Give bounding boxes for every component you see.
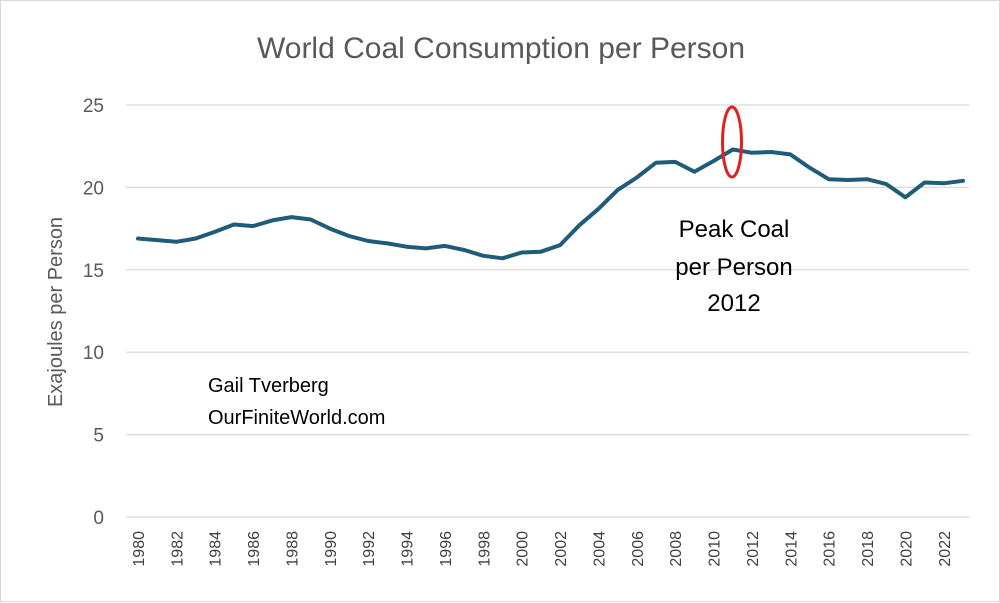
x-tick-label: 2018: [860, 531, 877, 567]
x-tick-label: 1998: [476, 531, 493, 567]
x-tick-label: 2004: [591, 531, 608, 567]
credit-author: Gail Tverberg: [208, 375, 329, 397]
x-tick-label: 1988: [284, 531, 301, 567]
y-tick-label: 5: [93, 426, 104, 447]
x-tick-label: 1996: [438, 531, 455, 567]
y-tick-label: 20: [83, 178, 104, 199]
y-tick-label: 0: [93, 508, 104, 529]
x-tick-label: 2002: [553, 531, 570, 567]
chart-title: World Coal Consumption per Person: [257, 32, 745, 65]
credit-website: OurFiniteWorld.com: [208, 407, 385, 429]
x-tick-label: 2000: [515, 531, 532, 567]
grid-lines: [126, 104, 969, 518]
x-tick-label: 1990: [323, 531, 340, 567]
peak-annotation-line-1: Peak Coal: [679, 216, 790, 243]
x-tick-label: 1986: [246, 531, 263, 567]
peak-marker-ellipse: [721, 105, 743, 179]
x-tick-label: 2020: [898, 531, 915, 567]
x-tick-label: 2014: [783, 531, 800, 567]
peak-annotation-line-3: 2012: [707, 290, 760, 317]
y-tick-label: 25: [83, 96, 104, 117]
x-tick-label: 2008: [668, 531, 685, 567]
y-axis-label: Exajoules per Person: [45, 217, 67, 407]
x-tick-label: 1994: [400, 531, 417, 567]
x-tick-label: 2006: [630, 531, 647, 567]
x-tick-labels: 1980 1982 1984 1986 1988 1990 1992 1994 1996 1998…: [131, 531, 954, 567]
x-tick-label: 2012: [745, 531, 762, 567]
x-tick-label: 1992: [361, 531, 378, 567]
y-tick-label: 15: [83, 261, 104, 282]
x-tick-label: 2016: [822, 531, 839, 567]
x-tick-label: 1984: [208, 531, 225, 567]
peak-annotation: Peak Coal per Person 2012: [675, 216, 792, 317]
series-line: [136, 147, 965, 261]
peak-annotation-line-2: per Person: [675, 254, 792, 281]
x-tick-label: 2022: [937, 531, 954, 567]
y-tick-labels: 0 5 10 15 20 25: [83, 96, 104, 529]
x-tick-label: 1982: [169, 531, 186, 567]
credit-annotation: Gail Tverberg OurFiniteWorld.com: [208, 375, 385, 429]
y-tick-label: 10: [83, 343, 104, 364]
x-tick-label: 2010: [707, 531, 724, 567]
x-tick-label: 1980: [131, 531, 148, 567]
